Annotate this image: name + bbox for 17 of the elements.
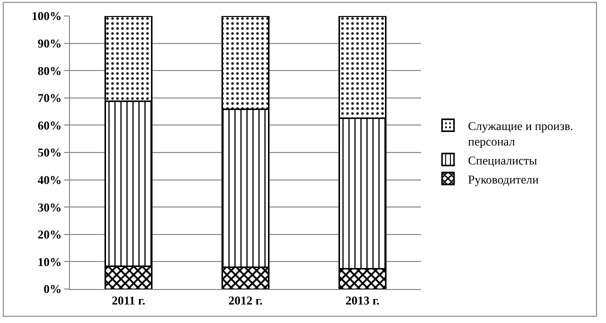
y-tick-label: 20% <box>38 228 62 242</box>
y-tick-label: 60% <box>38 118 62 132</box>
y-tick-label: 0% <box>44 282 62 296</box>
x-tick-label: 2012 г. <box>228 293 263 308</box>
y-tick-label: 100% <box>32 9 62 24</box>
y-tick-label: 40% <box>38 173 62 187</box>
y-tick-label: 50% <box>38 146 62 160</box>
y-tick-label: 90% <box>38 36 62 50</box>
text: Служащие и произв. персонал <box>468 118 574 149</box>
text: Руководители <box>468 172 540 186</box>
x-tick-label: 2011 г. <box>112 293 146 308</box>
y-tick-label: 30% <box>38 200 62 214</box>
text: Специалисты <box>468 153 538 168</box>
y-tick-label: 80% <box>38 64 62 78</box>
y-tick-label: 70% <box>38 91 62 106</box>
y-tick-label: 10% <box>38 254 62 269</box>
x-tick-label: 2013 г. <box>345 293 380 308</box>
